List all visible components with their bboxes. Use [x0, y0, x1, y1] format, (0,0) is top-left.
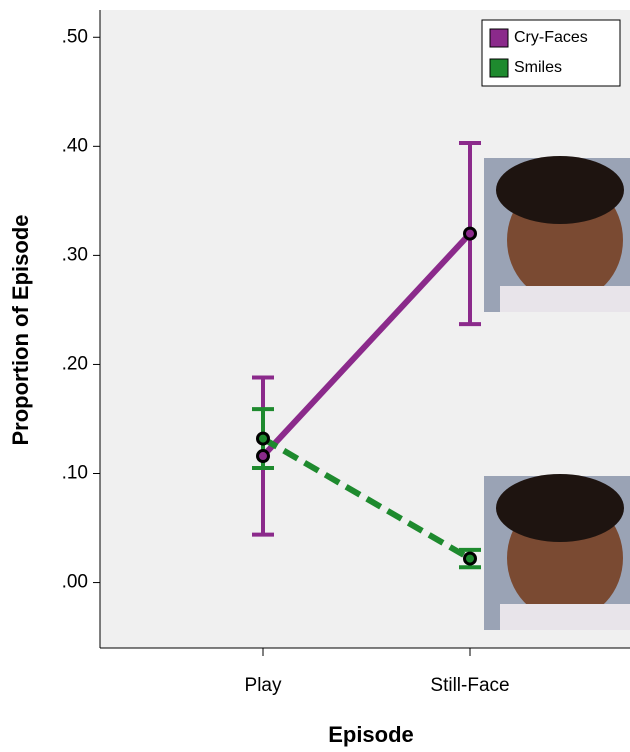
y-tick-label: .10 [62, 463, 88, 484]
y-tick-label: .20 [62, 353, 88, 374]
point [465, 553, 476, 564]
point [258, 451, 269, 462]
y-tick-label: .30 [62, 244, 88, 265]
photo-top [484, 156, 630, 312]
y-tick-label: .50 [62, 26, 88, 47]
x-axis-title: Episode [328, 722, 414, 747]
point [258, 433, 269, 444]
chart: Episode Proportion of Episode .00 .10 .20.… [0, 0, 630, 752]
legend-label: Cry-Faces [514, 29, 588, 46]
legend-label: Smiles [514, 59, 562, 76]
legend-swatch [490, 29, 508, 47]
x-tick-label: Still-Face [430, 675, 509, 696]
photo-bottom [484, 474, 630, 630]
x-tick-label: Play [245, 675, 282, 696]
point [465, 228, 476, 239]
y-tick-label: .00 [62, 572, 88, 593]
y-axis-title: Proportion of Episode [8, 215, 33, 446]
legend-swatch [490, 59, 508, 77]
y-tick-label: .40 [62, 135, 88, 156]
